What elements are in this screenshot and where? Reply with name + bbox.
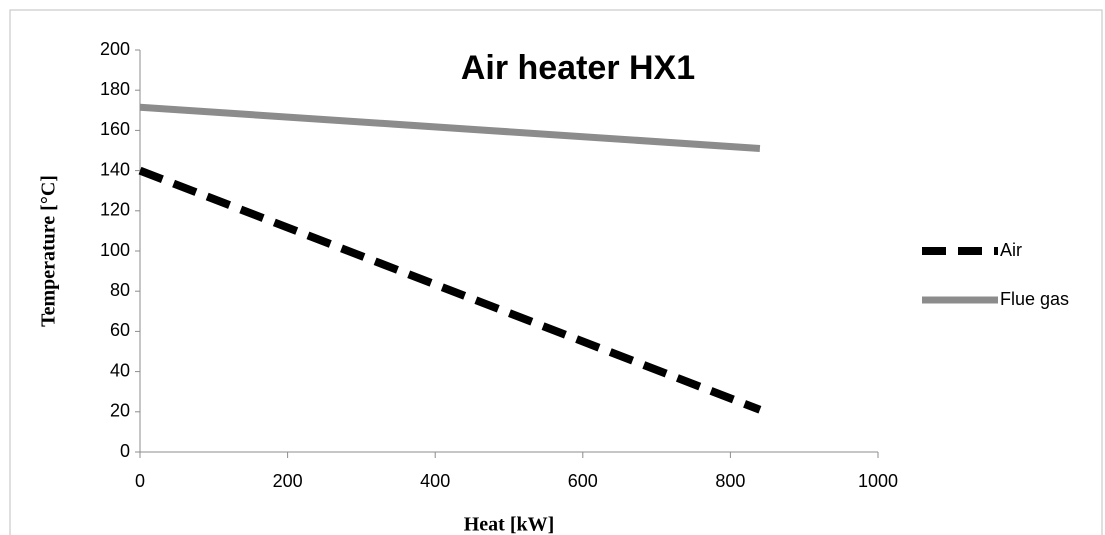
y-tick-label: 200 (100, 39, 130, 59)
x-axis-label: Heat [kW] (464, 514, 555, 535)
x-tick-label: 1000 (858, 471, 898, 491)
chart-title: Air heater HX1 (461, 49, 695, 87)
legend-label: Air (1000, 240, 1022, 260)
y-tick-label: 160 (100, 119, 130, 139)
x-tick-label: 800 (715, 471, 745, 491)
x-tick-label: 0 (135, 471, 145, 491)
y-tick-label: 80 (110, 280, 130, 300)
y-tick-label: 60 (110, 320, 130, 340)
y-tick-label: 100 (100, 240, 130, 260)
x-tick-label: 400 (420, 471, 450, 491)
series-line (138, 166, 762, 414)
y-tick-label: 180 (100, 79, 130, 99)
y-axis-label: Temperature [°C] (38, 175, 60, 327)
chart-frame (9, 9, 1103, 535)
y-tick-label: 20 (110, 401, 130, 421)
x-tick-label: 600 (568, 471, 598, 491)
legend-label: Flue gas (1000, 289, 1069, 309)
y-tick-label: 120 (100, 200, 130, 220)
series-line (139, 103, 761, 152)
x-tick-label: 200 (273, 471, 303, 491)
y-tick-label: 40 (110, 360, 130, 380)
y-tick-label: 140 (100, 159, 130, 179)
y-tick-label: 0 (120, 441, 130, 461)
